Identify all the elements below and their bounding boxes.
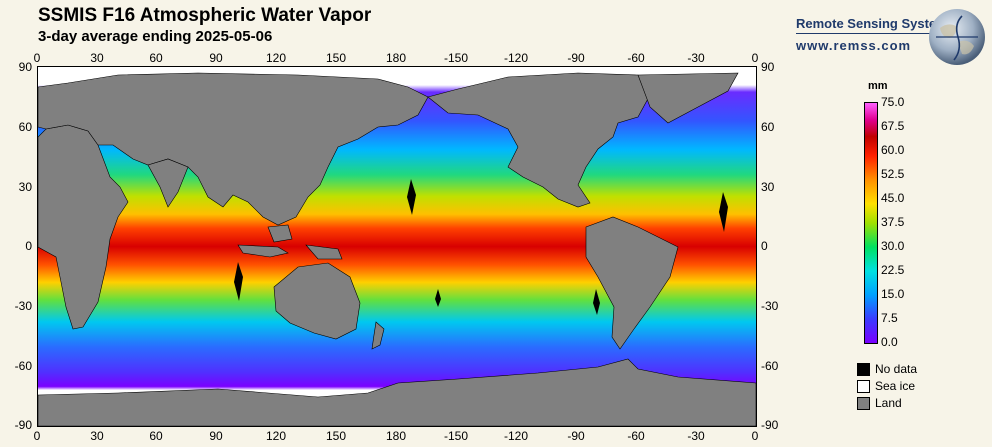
- lon-tick-top: 180: [385, 51, 407, 65]
- lat-tick-left: 0: [25, 239, 32, 253]
- lon-tick-bottom: 0: [33, 429, 41, 443]
- land-south-america: [585, 216, 679, 350]
- lat-tick-right: 0: [761, 239, 768, 253]
- lon-tick-bottom: -150: [443, 429, 469, 443]
- land-australia: [273, 262, 361, 340]
- land-north-america: [427, 72, 651, 208]
- legend-item-no-data: No data: [857, 362, 917, 376]
- land-eurasia: [38, 72, 429, 226]
- legend-label: Land: [875, 396, 902, 410]
- lat-tick-right: 30: [761, 180, 775, 194]
- lon-tick-top: -150: [443, 51, 469, 65]
- lon-tick-top: 120: [265, 51, 287, 65]
- land-india: [147, 158, 189, 208]
- colorbar-label: 22.5: [881, 263, 905, 277]
- lat-tick-right: -90: [761, 418, 779, 432]
- colorbar-label: 52.5: [881, 167, 905, 181]
- lon-tick-top: 90: [209, 51, 223, 65]
- lon-tick-top: -30: [687, 51, 705, 65]
- lon-tick-top: 0: [751, 51, 759, 65]
- colorbar-label: 7.5: [881, 311, 898, 325]
- lon-tick-bottom: -120: [503, 429, 529, 443]
- lon-tick-top: -120: [503, 51, 529, 65]
- land-new-zealand: [371, 321, 385, 350]
- lon-tick-bottom: 90: [209, 429, 223, 443]
- gap-1: [407, 179, 416, 215]
- gap-5: [435, 289, 441, 307]
- lat-tick-left: 60: [18, 120, 32, 134]
- colorbar: [864, 102, 878, 344]
- colorbar-label: 15.0: [881, 287, 905, 301]
- lat-tick-left: -90: [14, 418, 32, 432]
- sea-ice-swatch: [857, 379, 870, 393]
- lon-tick-bottom: 150: [325, 429, 347, 443]
- colorbar-unit: mm: [868, 80, 888, 92]
- lon-tick-top: 0: [33, 51, 41, 65]
- gap-4: [593, 289, 600, 315]
- land-new-guinea: [305, 244, 343, 260]
- land-masses: [38, 72, 756, 426]
- map-svg: [38, 67, 756, 426]
- colorbar-label: 0.0: [881, 335, 898, 349]
- no-data-gaps: [234, 179, 728, 315]
- colorbar-label: 60.0: [881, 143, 905, 157]
- colorbar-label: 30.0: [881, 239, 905, 253]
- lon-tick-top: 30: [90, 51, 104, 65]
- lon-tick-bottom: 120: [265, 429, 287, 443]
- lon-tick-top: -90: [567, 51, 585, 65]
- legend-label: Sea ice: [875, 379, 916, 393]
- globe-logo-icon: [929, 9, 985, 65]
- map-subtitle: 3-day average ending 2025-05-06: [38, 28, 273, 45]
- map-title: SSMIS F16 Atmospheric Water Vapor: [38, 5, 372, 26]
- rss-divider: [796, 33, 944, 34]
- water-vapor-map: [37, 66, 757, 427]
- lon-tick-bottom: 60: [149, 429, 163, 443]
- colorbar-label: 45.0: [881, 191, 905, 205]
- land-indonesia: [237, 244, 289, 258]
- lat-tick-left: -30: [14, 299, 32, 313]
- land-greenland: [637, 72, 739, 124]
- colorbar-label: 37.5: [881, 215, 905, 229]
- lon-tick-bottom: -30: [687, 429, 705, 443]
- lon-tick-bottom: 180: [385, 429, 407, 443]
- lon-tick-top: 150: [325, 51, 347, 65]
- lon-tick-top: -60: [627, 51, 645, 65]
- legend-item-sea-ice: Sea ice: [857, 379, 915, 393]
- land-antarctica: [38, 358, 756, 426]
- legend-label: No data: [875, 362, 918, 376]
- lat-tick-right: -60: [761, 359, 779, 373]
- land-borneo: [267, 224, 293, 243]
- no-data-swatch: [857, 362, 870, 376]
- rss-name: Remote Sensing Systems: [796, 16, 955, 31]
- lon-tick-bottom: 30: [90, 429, 104, 443]
- lat-tick-right: -30: [761, 299, 779, 313]
- lon-tick-bottom: 0: [751, 429, 759, 443]
- rss-url[interactable]: www.remss.com: [796, 38, 912, 53]
- lat-tick-right: 90: [761, 60, 775, 74]
- lat-tick-right: 60: [761, 120, 775, 134]
- lat-tick-left: 30: [18, 180, 32, 194]
- land-swatch: [857, 396, 870, 410]
- legend-item-land: Land: [857, 396, 902, 410]
- lon-tick-bottom: -90: [567, 429, 585, 443]
- colorbar-label: 75.0: [881, 95, 905, 109]
- lat-tick-left: -60: [14, 359, 32, 373]
- gap-3: [719, 192, 728, 232]
- colorbar-label: 67.5: [881, 119, 905, 133]
- gap-2: [234, 262, 243, 301]
- lon-tick-top: 60: [149, 51, 163, 65]
- lon-tick-bottom: -60: [627, 429, 645, 443]
- lat-tick-left: 90: [18, 60, 32, 74]
